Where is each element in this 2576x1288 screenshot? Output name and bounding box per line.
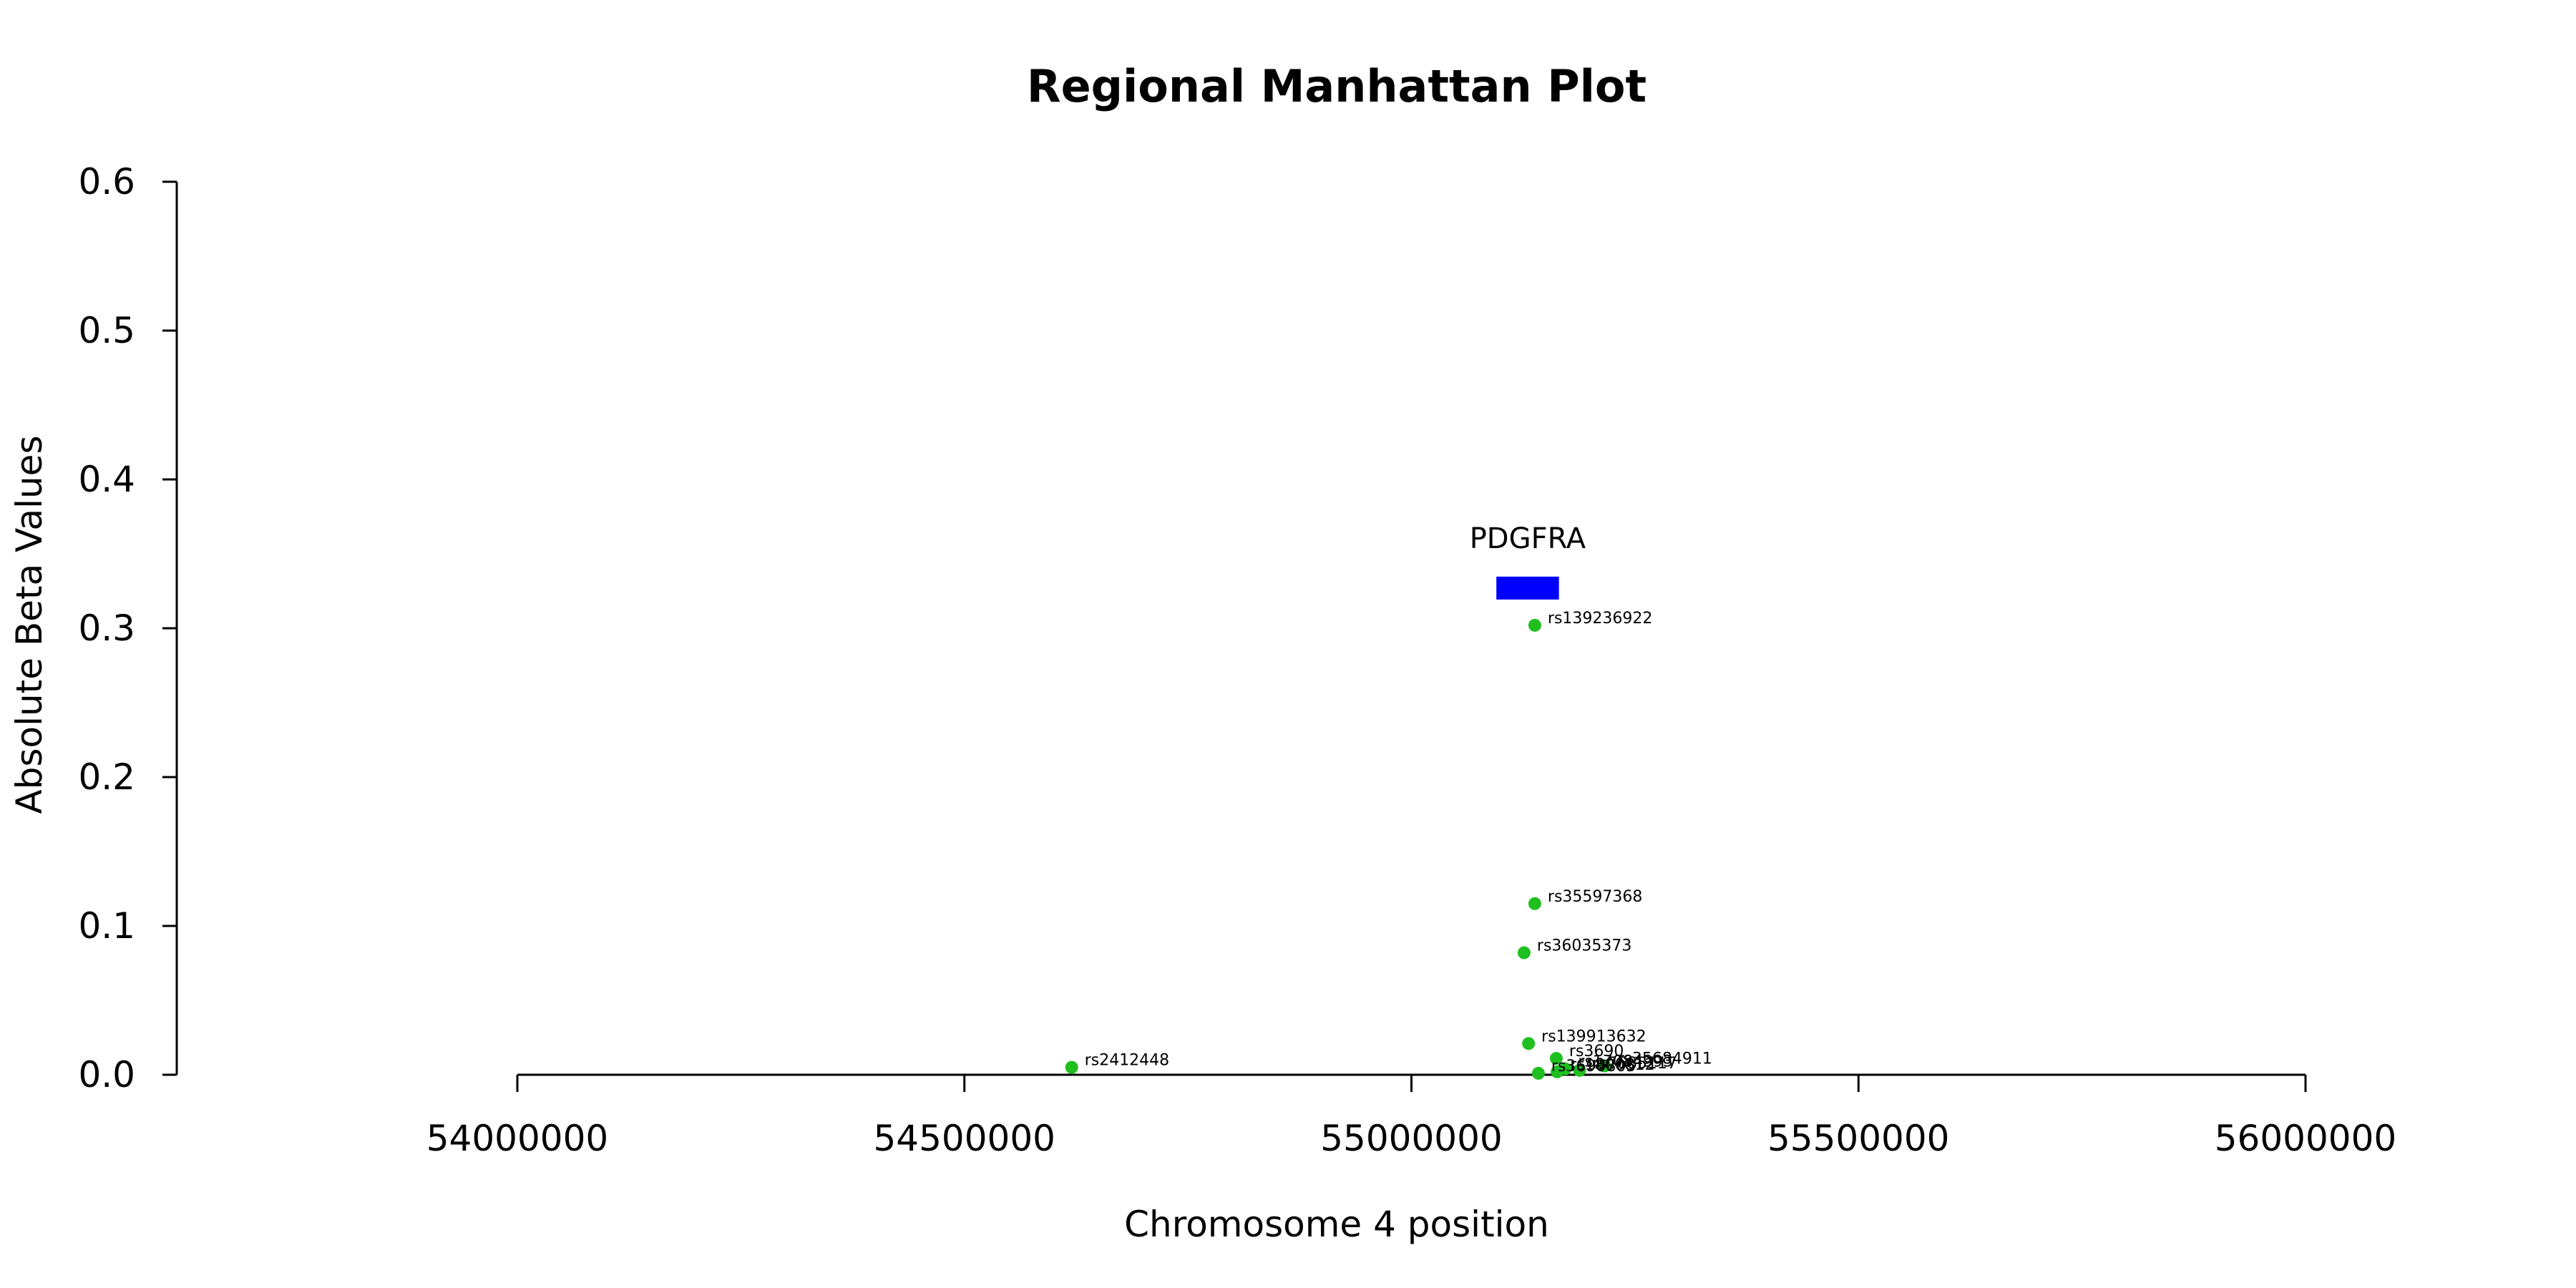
y-tick-label: 0.6 [78,161,135,203]
x-axis-title: Chromosome 4 position [1124,1204,1549,1245]
snp-point [1528,897,1541,910]
snp-point [1598,1059,1611,1073]
y-tick-label: 0.5 [78,310,135,351]
snp-label: rs1800812 [1570,1056,1655,1074]
snp-point [1517,946,1531,960]
snp-point [1573,1063,1586,1077]
snp-label: rs139913632 [1541,1028,1646,1045]
x-tick-label: 54500000 [874,1118,1056,1159]
snp-point [1549,1052,1563,1065]
y-tick-label: 0.0 [78,1054,135,1096]
y-axis-title: Absolute Beta Values [9,436,50,814]
snp-point [1531,1066,1545,1080]
snp-label: rs139236922 [1548,610,1652,628]
snp-label: rs35684911 [1617,1050,1712,1068]
y-tick-label: 0.2 [78,756,135,798]
snp-point [1528,618,1541,632]
gene-label: PDGFRA [1470,522,1586,555]
data-points: rs2412448 rs139236922 rs35597368 rs36035373… [1065,610,1712,1080]
snp-point [1522,1037,1536,1050]
y-tick-label: 0.4 [78,459,135,500]
y-axis: 0.0 0.1 0.2 0.3 0.4 0.5 0.6 [78,161,178,1096]
x-tick-label: 55000000 [1320,1118,1503,1159]
x-axis: 54000000 54500000 55000000 55500000 56000000 [426,1073,2397,1159]
y-tick-label: 0.1 [78,905,135,947]
snp-label: rs3690805 [1551,1058,1636,1075]
x-tick-label: 55500000 [1767,1118,1950,1159]
snp-label: rs7685117 [1592,1055,1677,1073]
snp-label: rs17084993 [1578,1053,1672,1071]
gene-bar [1496,576,1559,600]
chart-title: Regional Manhattan Plot [1027,60,1646,112]
x-tick-label: 54000000 [426,1118,609,1159]
snp-label: rs35597368 [1548,888,1642,906]
snp-point [1065,1060,1078,1074]
gene-track: PDGFRA [1470,522,1586,600]
y-tick-label: 0.3 [78,608,135,649]
snp-label: rs2412448 [1085,1052,1170,1070]
x-tick-label: 56000000 [2215,1118,2397,1159]
snp-point [1551,1065,1564,1078]
snp-label: rs3690 [1569,1043,1624,1060]
snp-label: rs36035373 [1537,937,1631,955]
